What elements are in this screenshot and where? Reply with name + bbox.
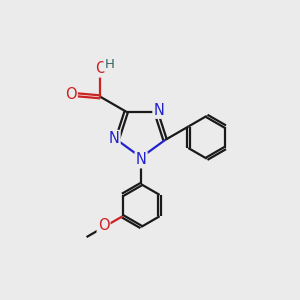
Text: N: N — [154, 103, 164, 118]
Text: N: N — [136, 152, 146, 167]
Text: H: H — [104, 58, 114, 71]
Text: O: O — [98, 218, 109, 233]
Text: O: O — [95, 61, 107, 76]
Text: N: N — [109, 131, 119, 146]
Text: O: O — [65, 87, 77, 102]
